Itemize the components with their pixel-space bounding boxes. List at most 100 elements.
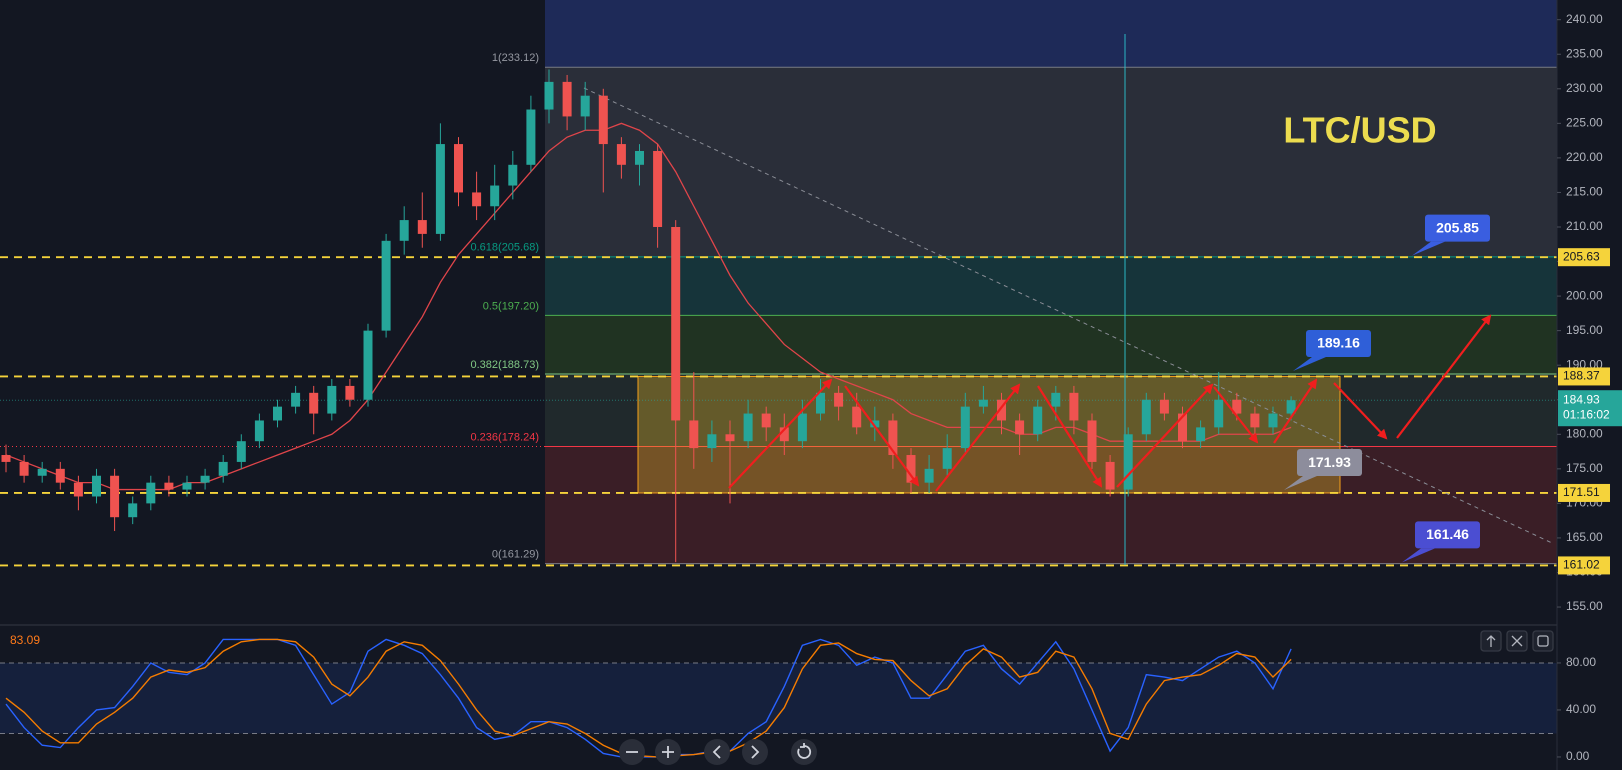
oscillator-readout: 83.09	[10, 633, 40, 647]
candle-body	[1286, 400, 1296, 414]
candle-body	[472, 192, 482, 207]
candle-body	[1015, 420, 1025, 435]
candle-body	[906, 455, 916, 483]
icon	[662, 746, 674, 758]
level-tag	[1558, 556, 1610, 575]
icon	[797, 743, 812, 759]
candle-body	[1178, 413, 1187, 442]
arrow	[935, 383, 1021, 492]
fib-label: 1(233.12)	[492, 52, 539, 64]
callout-label: 205.85	[1436, 219, 1479, 235]
candle-body	[635, 150, 644, 165]
moving-average	[5, 122, 1292, 491]
candle-body	[399, 220, 409, 241]
arrow	[1037, 385, 1103, 488]
y-tick-label: 235.00	[1566, 46, 1603, 60]
arrow	[1116, 383, 1214, 488]
candle-body	[218, 461, 228, 476]
chart-title: LTC/USD	[1283, 110, 1436, 151]
candle-body	[92, 475, 101, 497]
y-tick-label: 200.00	[1566, 288, 1603, 302]
scroll-right-button[interactable]	[742, 739, 768, 765]
icon	[751, 745, 760, 759]
arrow	[1333, 382, 1388, 440]
candle-body	[417, 220, 427, 234]
candle-body	[616, 144, 626, 165]
candle-body	[888, 420, 898, 456]
fib-label: 0.618(205.68)	[471, 242, 540, 254]
candle-body	[852, 406, 862, 428]
countdown-label: 01:16:02	[1563, 407, 1610, 421]
candle-body	[580, 95, 590, 117]
fib-label: 0.236(178.24)	[471, 431, 540, 443]
fib-label: 0.5(197.20)	[483, 300, 539, 312]
callout-box	[1297, 449, 1362, 477]
maximize-button[interactable]	[1532, 630, 1554, 652]
y-tick-label: 165.00	[1566, 530, 1603, 544]
y-tick-label: 210.00	[1566, 219, 1603, 233]
candle-body	[345, 385, 355, 400]
candle-body	[1159, 399, 1169, 414]
candle-body	[544, 81, 554, 110]
scroll-left-button[interactable]	[704, 739, 730, 765]
y-tick-label: 240.00	[1566, 12, 1603, 26]
reset-button[interactable]	[791, 739, 817, 765]
candle-body	[19, 461, 29, 476]
candle-body	[1, 455, 11, 462]
fib-label: 0.382(188.73)	[471, 359, 540, 371]
candles-layer	[1, 69, 1296, 758]
arrow	[1213, 386, 1259, 444]
y-tick-label: 155.00	[1566, 599, 1603, 613]
candle-body	[707, 434, 717, 449]
candle-body	[1141, 399, 1151, 435]
candle-body	[363, 330, 373, 400]
candle-body	[381, 240, 391, 331]
candle-body	[924, 468, 934, 483]
last-price-tag	[1558, 390, 1622, 427]
candle-body	[816, 392, 825, 414]
level-tag	[1558, 367, 1610, 386]
candle-body	[1033, 406, 1043, 435]
candle-body	[779, 427, 789, 442]
candle-body	[37, 468, 47, 476]
navigation-controls	[619, 739, 817, 765]
callout-box	[1306, 329, 1371, 357]
candle-body	[273, 406, 282, 421]
arrow	[728, 378, 833, 489]
trendline	[583, 87, 1553, 544]
candle-body	[598, 95, 608, 145]
icon	[1511, 635, 1523, 647]
candle-body	[128, 503, 138, 518]
candle-body	[1268, 413, 1278, 428]
candle-body	[1214, 399, 1224, 428]
callout-label: 161.46	[1426, 526, 1469, 542]
candle-body	[73, 482, 83, 497]
icon	[1537, 635, 1549, 647]
overlay-layer: LTC/USD205.85189.16171.93161.46155.00160…	[10, 0, 1622, 770]
y-tick-label: 220.00	[1566, 150, 1603, 164]
candle-body	[254, 420, 264, 442]
icon	[712, 745, 721, 759]
fib-zone	[545, 315, 1557, 374]
y-tick-label: 180.00	[1566, 426, 1603, 440]
callout-pointer	[1402, 548, 1435, 563]
callout-pointer	[1284, 476, 1317, 491]
candle-body	[1123, 434, 1133, 490]
candle-body	[200, 475, 210, 483]
candle-body	[653, 150, 663, 227]
level-tag	[1558, 248, 1610, 267]
candle-body	[1232, 399, 1242, 414]
candle-body	[146, 482, 156, 504]
candle-body	[797, 413, 807, 442]
level-tag	[1558, 483, 1610, 502]
level-tag-label: 205.63	[1563, 249, 1600, 263]
y-tick-label: 80.00	[1566, 655, 1596, 669]
candle-body	[834, 392, 844, 407]
fib-zone	[545, 256, 1557, 316]
candle-body	[562, 81, 572, 117]
candle-body	[309, 392, 319, 414]
arrow	[844, 385, 920, 487]
callout-box	[1425, 214, 1490, 242]
y-tick-label: 40.00	[1566, 702, 1596, 716]
